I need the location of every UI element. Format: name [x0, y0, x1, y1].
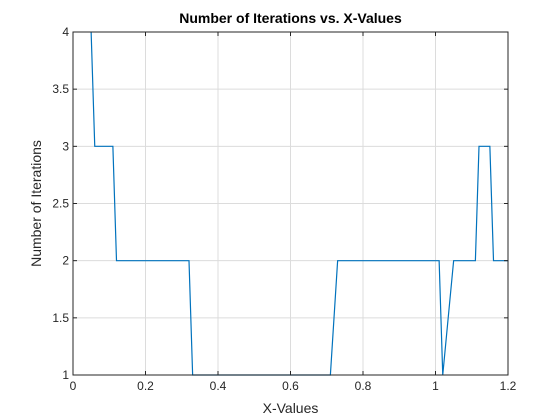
y-tick-label: 3.5 [52, 82, 69, 96]
series-line [90, 31, 508, 376]
x-tick-label: 0.8 [355, 379, 372, 393]
x-tick-label: 1 [432, 379, 439, 393]
x-tick-label: 0.4 [210, 379, 227, 393]
x-tick-label: 0.6 [282, 379, 299, 393]
x-tick-label: 0.2 [137, 379, 154, 393]
y-tick-label: 2 [62, 254, 69, 268]
x-tick-label: 1.2 [500, 379, 517, 393]
y-tick-label: 3 [62, 139, 69, 153]
y-tick-label: 1 [62, 368, 69, 382]
y-axis-label: Number of Iterations [28, 140, 44, 267]
y-tick-label: 1.5 [52, 311, 69, 325]
y-tick-label: 2.5 [52, 197, 69, 211]
y-tick-label: 4 [62, 25, 69, 39]
series-layer [90, 31, 508, 376]
x-axis-label: X-Values [263, 400, 319, 416]
x-tick-label: 0 [70, 379, 77, 393]
chart-title: Number of Iterations vs. X-Values [179, 10, 402, 26]
tick-layer: 0 0.2 0.4 0.6 0.8 1 1.2 1 1.5 2 2.5 3 3.5 4 [52, 25, 516, 393]
